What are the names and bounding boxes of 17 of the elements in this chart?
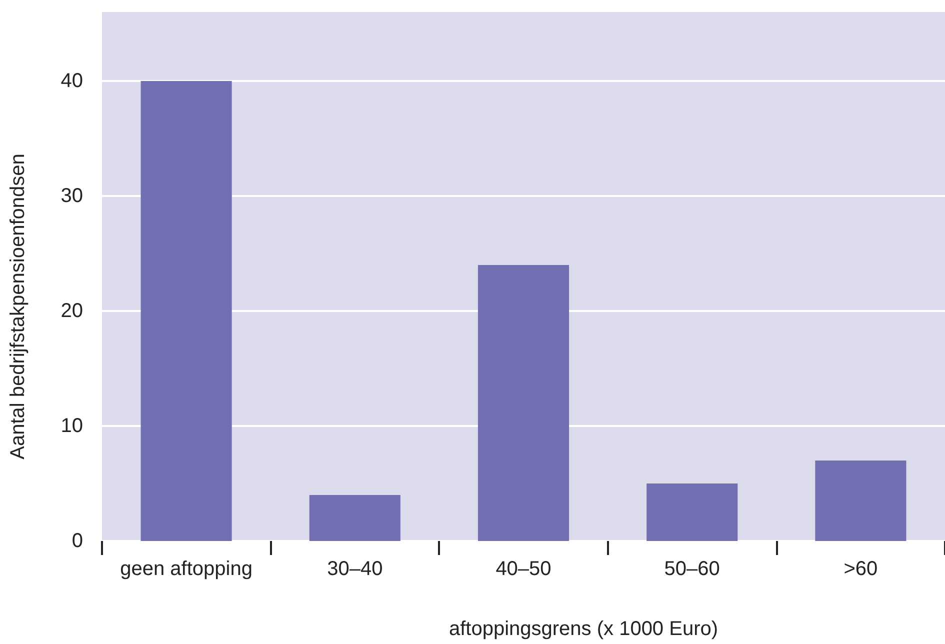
bar: [140, 81, 232, 541]
y-tick-label: 0: [72, 530, 83, 552]
x-tick-label: 40–50: [496, 558, 552, 580]
bar: [309, 495, 400, 541]
bar: [646, 484, 738, 541]
x-axis-title: aftoppingsgrens (x 1000 Euro): [448, 618, 718, 640]
y-tick-label: 40: [60, 70, 83, 92]
x-tick-label: 30–40: [327, 558, 383, 580]
y-tick-label: 30: [60, 185, 83, 207]
y-tick-label: 10: [60, 415, 83, 437]
bar: [478, 265, 570, 541]
x-tick-label: >60: [844, 558, 878, 580]
bar: [815, 460, 906, 541]
y-tick-label: 20: [60, 300, 83, 322]
x-tick-label: geen aftopping: [120, 558, 252, 580]
y-axis-title: Aantal bedrijfstakpensioenfondsen: [7, 154, 29, 460]
x-tick-label: 50–60: [664, 558, 720, 580]
